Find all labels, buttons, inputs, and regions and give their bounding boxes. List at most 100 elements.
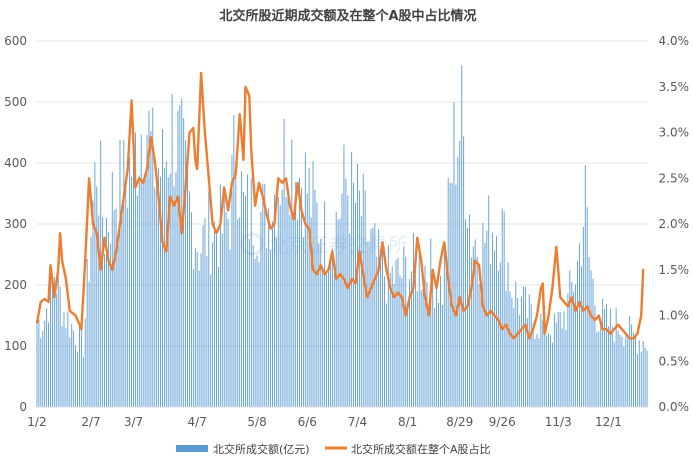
bar [223, 190, 225, 407]
bar [513, 307, 515, 407]
bar [594, 305, 596, 407]
bar [519, 315, 521, 407]
bar [281, 189, 283, 407]
bar [559, 312, 561, 407]
bar [250, 178, 252, 407]
bar [219, 184, 221, 407]
left-tick-label: 200 [4, 278, 27, 292]
bar [555, 322, 557, 407]
bar [231, 154, 233, 407]
bar [80, 326, 82, 407]
watermark-logo [240, 232, 264, 256]
bar [140, 134, 142, 407]
bar [59, 286, 61, 407]
left-tick-label: 0 [19, 400, 27, 414]
bar [482, 222, 484, 407]
bar [430, 238, 432, 407]
bar [136, 195, 138, 407]
bar [484, 243, 486, 407]
bar [590, 270, 592, 407]
bar [613, 341, 615, 407]
legend-line-label: 北交所成交额在整个A股占比 [351, 442, 491, 456]
bar [328, 271, 329, 407]
bar [407, 302, 409, 407]
bar [299, 177, 300, 407]
bar [320, 239, 322, 407]
bar [368, 241, 370, 407]
bar [455, 184, 457, 407]
bar [397, 257, 399, 407]
bar [600, 321, 602, 407]
bar [301, 187, 302, 407]
bar [121, 215, 123, 407]
bar [507, 262, 509, 407]
bar [588, 256, 590, 407]
bar [96, 186, 98, 407]
bar [642, 341, 644, 407]
bar [104, 253, 105, 407]
bar [607, 326, 609, 407]
bar [524, 286, 526, 407]
bar [262, 184, 264, 407]
bar [635, 336, 636, 407]
bar [150, 130, 152, 407]
bar-series [36, 65, 648, 408]
bar [293, 214, 295, 407]
bar [416, 291, 418, 407]
bar [536, 334, 538, 407]
bar [171, 94, 173, 407]
bar [497, 270, 499, 407]
bar [557, 311, 559, 407]
bar [291, 139, 293, 407]
x-tick-label: 1/2 [27, 415, 46, 429]
bar [158, 168, 160, 407]
bar [575, 284, 577, 407]
bar [563, 311, 565, 407]
bar [289, 214, 291, 407]
x-tick-label: 9/26 [489, 415, 516, 429]
bar [380, 257, 382, 407]
bar [517, 297, 519, 407]
bar [438, 302, 439, 407]
left-tick-label: 400 [4, 156, 27, 170]
bar [266, 248, 268, 407]
bar [553, 313, 555, 407]
bar [318, 243, 320, 407]
bar [84, 318, 86, 407]
bar [378, 229, 380, 407]
series-line [35, 71, 645, 340]
right-tick-label: 1.5% [659, 263, 690, 277]
bar [256, 255, 258, 407]
bar [314, 189, 316, 407]
bar [44, 320, 46, 407]
bar [376, 256, 378, 407]
bar [532, 323, 534, 407]
bar [337, 219, 339, 407]
bar [499, 262, 501, 407]
bar [272, 221, 273, 407]
bar [287, 186, 289, 407]
bar [349, 233, 351, 407]
bar [214, 221, 216, 407]
bar [422, 288, 424, 407]
bar [385, 303, 387, 407]
bar [459, 140, 461, 408]
bar [530, 304, 532, 407]
bar [358, 190, 360, 407]
bar [173, 186, 175, 407]
bar [393, 284, 395, 407]
bar [187, 166, 189, 407]
bar [102, 217, 104, 407]
bar [233, 114, 235, 408]
bar [472, 246, 474, 407]
bar [621, 336, 623, 407]
bar [492, 232, 494, 407]
bar [202, 225, 204, 407]
bar [623, 346, 625, 407]
bar [73, 330, 75, 407]
right-tick-label: 4.0% [659, 34, 690, 48]
bar [424, 265, 426, 407]
bar [131, 176, 133, 407]
right-tick-label: 1.0% [659, 309, 690, 323]
bar [260, 212, 262, 407]
